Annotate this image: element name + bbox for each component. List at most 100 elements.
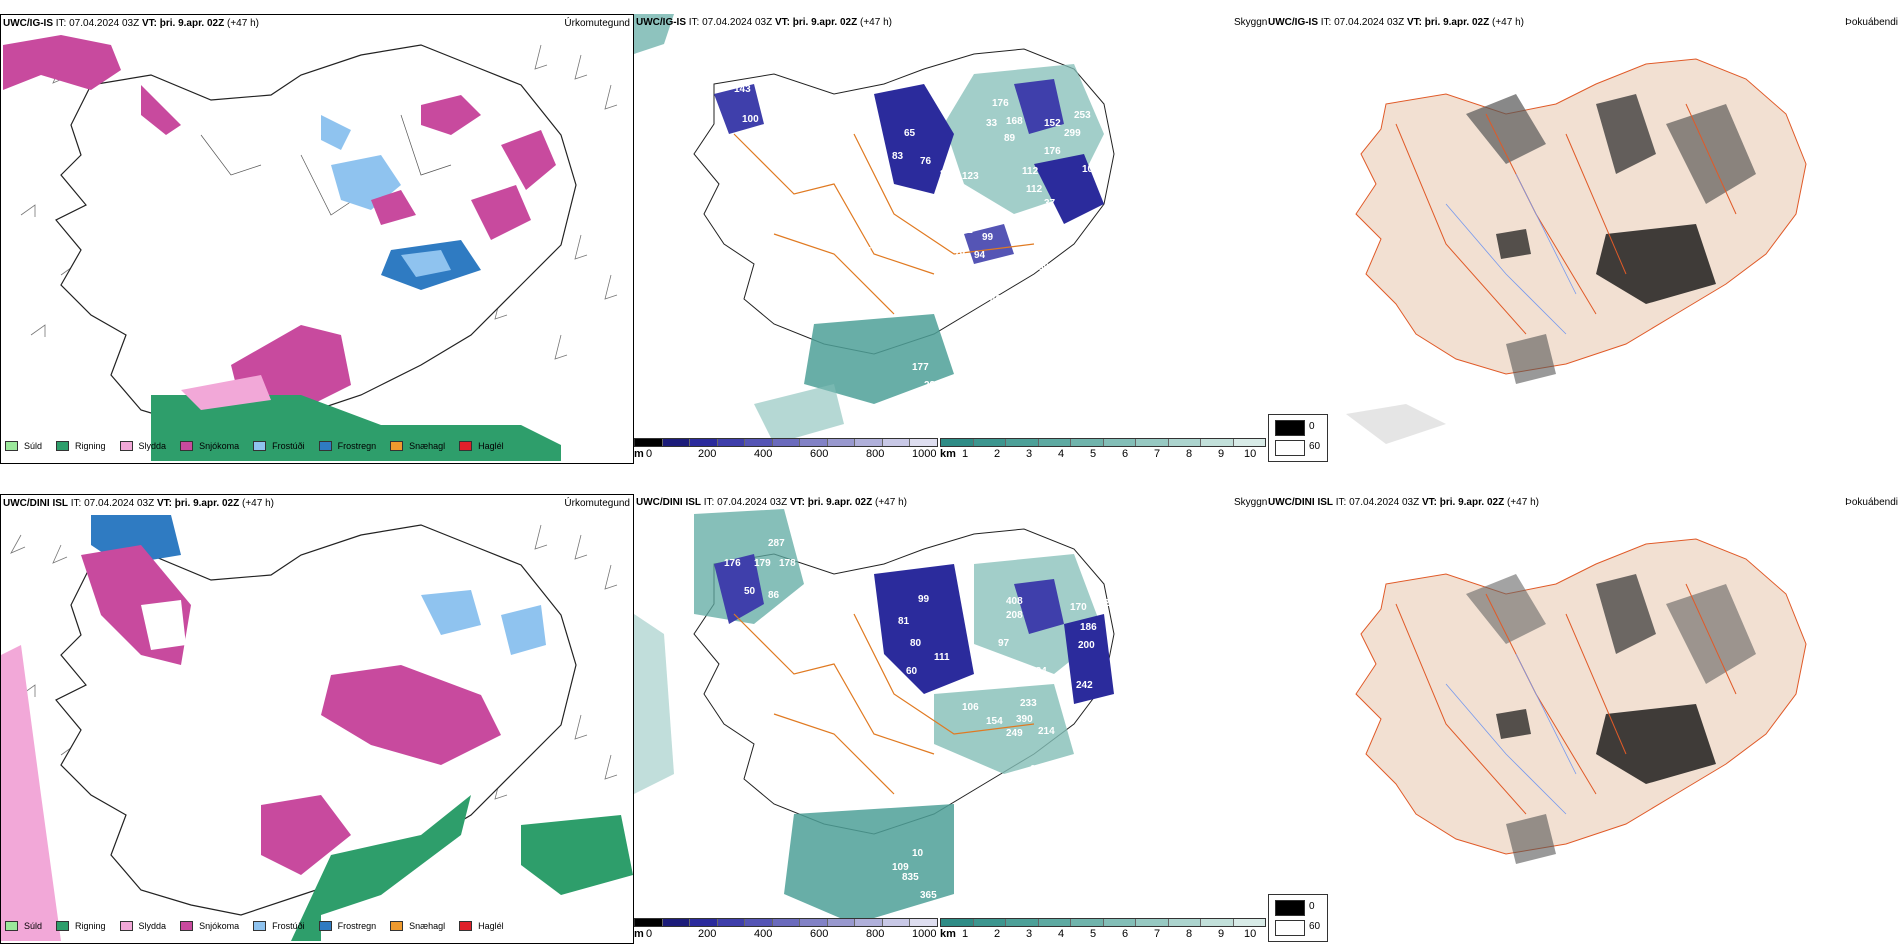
vis-label: 89 xyxy=(1004,133,1016,144)
fog-map xyxy=(1355,538,1807,864)
valid-time: þri. 9.apr. 02Z xyxy=(792,17,858,28)
visibility-unit: km xyxy=(940,448,956,460)
vis-label: 143 xyxy=(734,84,751,95)
visibility-tick: 10 xyxy=(1244,448,1257,460)
lead-time: (+47 h) xyxy=(242,498,274,509)
visibility-tick: 4 xyxy=(1058,928,1065,940)
fog-legend-label: 60 xyxy=(1309,921,1321,932)
row2-precip-panel: UWC/DINI ISL IT: 07.04.2024 03Z VT: þri.… xyxy=(0,494,634,944)
vis-label: 106 xyxy=(954,270,971,281)
vis-label: 176 xyxy=(992,98,1009,109)
legend-label: Haglél xyxy=(478,921,504,931)
visibility-tick: 7 xyxy=(1154,448,1161,460)
vis-label: 99 xyxy=(982,232,994,243)
legend-label: Snjókoma xyxy=(199,921,240,931)
model-name: UWC/DINI ISL xyxy=(3,498,68,509)
visibility-title: UWC/DINI ISL IT: 07.04.2024 03Z VT: þri.… xyxy=(636,497,907,508)
vis-label: 167 xyxy=(1024,230,1041,241)
legend-item-rain: Rigning xyxy=(56,441,106,451)
precip-title: UWC/DINI ISL IT: 07.04.2024 03Z VT: þri.… xyxy=(3,498,274,509)
fog-legend-swatch xyxy=(1275,900,1305,916)
visibility-colorbar-fill xyxy=(940,438,1266,447)
vis-label: 176 xyxy=(1044,146,1061,157)
vis-label: 249 xyxy=(1006,728,1023,739)
elevation-tick: 600 xyxy=(810,448,829,460)
vis-label: 242 xyxy=(1076,680,1093,691)
valid-time: þri. 9.apr. 02Z xyxy=(807,497,873,508)
visibility-colorbar: km 1 2 3 4 5 6 7 8 9 10 xyxy=(940,438,1266,461)
legend-item-drizzle: Súld xyxy=(5,921,42,931)
visibility-tick: 1 xyxy=(962,448,969,460)
vis-label: 83 xyxy=(1122,196,1134,207)
valid-time: þri. 9.apr. 02Z xyxy=(1424,17,1490,28)
visibility-tick: 5 xyxy=(1090,448,1097,460)
precip-map xyxy=(3,35,618,461)
precip-type-label: Úrkomutegund xyxy=(564,18,630,29)
vis-label: 10 xyxy=(912,848,924,859)
vis-label: 835 xyxy=(902,872,919,883)
legend-swatch xyxy=(56,441,70,451)
elevation-tick: 1000 xyxy=(912,928,937,940)
vis-label: 65 xyxy=(904,128,916,139)
legend-label: Snæhagl xyxy=(409,921,446,931)
visibility-colorbar-fill xyxy=(940,918,1266,927)
vis-label: 179 xyxy=(754,558,771,569)
init-time: IT: 07.04.2024 03Z xyxy=(1320,17,1405,28)
legend-swatch xyxy=(180,921,194,931)
visibility-tick: 5 xyxy=(1090,928,1097,940)
visibility-tick: 6 xyxy=(1122,448,1129,460)
vt-label: VT: xyxy=(1421,497,1437,508)
visibility-tick: 2 xyxy=(994,928,1001,940)
elevation-colorbar: m 0 200 400 600 800 1000 xyxy=(634,438,938,461)
visibility-title: UWC/IG-IS IT: 07.04.2024 03Z VT: þri. 9.… xyxy=(636,17,892,28)
legend-swatch xyxy=(119,921,133,931)
vis-label: 98 xyxy=(742,60,754,71)
precip-map xyxy=(1,515,633,941)
vis-label: 80 xyxy=(910,638,922,649)
visibility-tick: 7 xyxy=(1154,928,1161,940)
vis-label: 178 xyxy=(779,558,796,569)
vis-label: 184 xyxy=(1030,666,1047,677)
legend-item-freezing-rain: Frostregn xyxy=(318,921,377,931)
vis-label: 83 xyxy=(892,151,904,162)
legend-swatch xyxy=(119,441,133,451)
model-name: UWC/DINI ISL xyxy=(636,497,701,508)
vis-label: 186 xyxy=(1080,622,1097,633)
elevation-colorbar: m 0 200 400 600 800 1000 xyxy=(634,918,938,941)
visibility-tick: 1 xyxy=(962,928,969,940)
legend-swatch xyxy=(5,441,18,451)
visibility-value-labels: 287 178 179 176 50 86 692 180 99 81 80 1… xyxy=(696,538,1129,901)
model-name: UWC/IG-IS xyxy=(3,18,53,29)
elevation-tick: 600 xyxy=(810,928,829,940)
lead-time: (+47 h) xyxy=(1507,497,1539,508)
vis-label: 200 xyxy=(1078,640,1095,651)
vis-label: 208 xyxy=(1074,726,1091,737)
elevation-colorbar-fill xyxy=(634,918,938,927)
legend-label: Rigning xyxy=(75,921,106,931)
elevation-tick: 0 xyxy=(646,928,653,940)
vis-label: 233 xyxy=(1020,698,1037,709)
fog-map xyxy=(1346,58,1807,444)
row2-fog-panel: UWC/DINI ISL IT: 07.04.2024 03Z VT: þri.… xyxy=(1266,494,1900,894)
vis-label: 72 xyxy=(698,242,710,253)
vis-label: 321 xyxy=(962,206,979,217)
vis-label: 861 xyxy=(990,294,1007,305)
vis-label: 214 xyxy=(1038,726,1055,737)
legend-label: Frostregn xyxy=(337,921,377,931)
vis-label: 61 xyxy=(902,192,914,203)
fog-legend-swatch xyxy=(1275,920,1305,936)
elevation-tick: 400 xyxy=(754,928,773,940)
legend-item-hail: Haglél xyxy=(459,441,504,451)
visibility-value-labels: 98 143 184 100 65 83 76 61 84 123 176 33… xyxy=(698,60,1196,413)
vis-label: 338 xyxy=(1060,812,1077,823)
legend-swatch xyxy=(56,921,70,931)
model-name: UWC/IG-IS xyxy=(636,17,686,28)
legend-label: Súld xyxy=(24,441,43,451)
lead-time: (+47 h) xyxy=(860,17,892,28)
legend-label: Súld xyxy=(24,921,43,931)
legend-item-snow-pellets: Snæhagl xyxy=(390,921,445,931)
legend-item-drizzle: Súld xyxy=(5,441,42,451)
legend-label: Snjókoma xyxy=(199,441,240,451)
vis-label: 130 xyxy=(1179,166,1196,177)
fog-legend: 0 60 xyxy=(1268,894,1328,942)
